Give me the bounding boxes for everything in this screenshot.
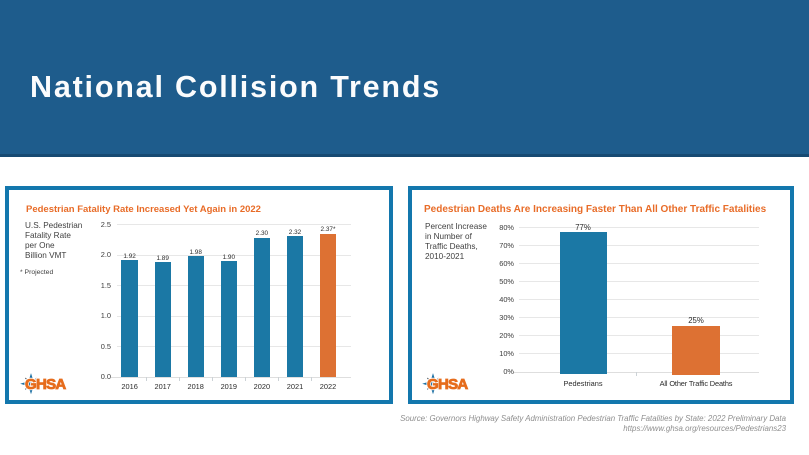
svg-text:GHSA: GHSA	[25, 376, 66, 393]
svg-text:GHSA: GHSA	[25, 376, 66, 393]
svg-text:GHSA: GHSA	[427, 376, 468, 393]
svg-text:GHSA: GHSA	[427, 376, 468, 393]
